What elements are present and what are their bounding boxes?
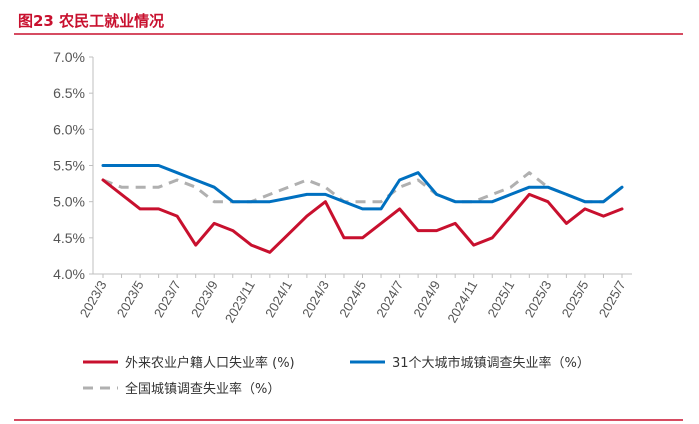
- y-tick-label: 6.0%: [53, 121, 85, 137]
- x-tick-label: 2024/11: [444, 278, 480, 325]
- x-tick-label: 2024/3: [299, 278, 332, 320]
- y-tick-label: 6.5%: [53, 85, 85, 101]
- series-line-2: [102, 171, 623, 204]
- figure-title: 图23 农民工就业情况: [18, 12, 164, 30]
- y-tick-label: 5.5%: [53, 158, 85, 174]
- series-line-1: [101, 164, 624, 211]
- y-tick-label: 4.0%: [53, 266, 85, 282]
- legend: 外来农业户籍人口失业率 (%) 31个大城市城镇调查失业率（%） 全国城镇调查失业率…: [83, 355, 590, 397]
- x-tick-label: 2024/5: [336, 278, 369, 320]
- x-tick-label: 2024/9: [410, 278, 443, 320]
- series-lines: [101, 164, 624, 254]
- y-tick-label: 4.5%: [53, 230, 85, 246]
- x-tick-label: 2023/7: [151, 278, 184, 320]
- x-tick-label: 2025/5: [559, 278, 592, 320]
- x-tick-label: 2025/7: [596, 278, 629, 320]
- y-tick-label: 5.0%: [53, 194, 85, 210]
- x-tick-label: 2023/9: [188, 278, 221, 320]
- x-tick-label: 2023/3: [77, 278, 110, 320]
- x-tick-label: 2024/1: [262, 278, 295, 320]
- legend-label-1: 31个大城市城镇调查失业率（%）: [392, 355, 590, 371]
- x-tick-label: 2025/1: [485, 278, 518, 320]
- x-tick-label: 2023/5: [114, 278, 147, 320]
- x-tick-label: 2023/11: [222, 278, 258, 325]
- legend-label-2: 全国城镇调查失业率（%）: [125, 381, 280, 397]
- y-tick-label: 7.0%: [53, 49, 85, 65]
- series-line-0: [101, 178, 624, 254]
- legend-label-0: 外来农业户籍人口失业率 (%): [125, 355, 295, 371]
- x-tick-label: 2024/7: [373, 278, 406, 320]
- x-tick-label: 2025/3: [522, 278, 555, 320]
